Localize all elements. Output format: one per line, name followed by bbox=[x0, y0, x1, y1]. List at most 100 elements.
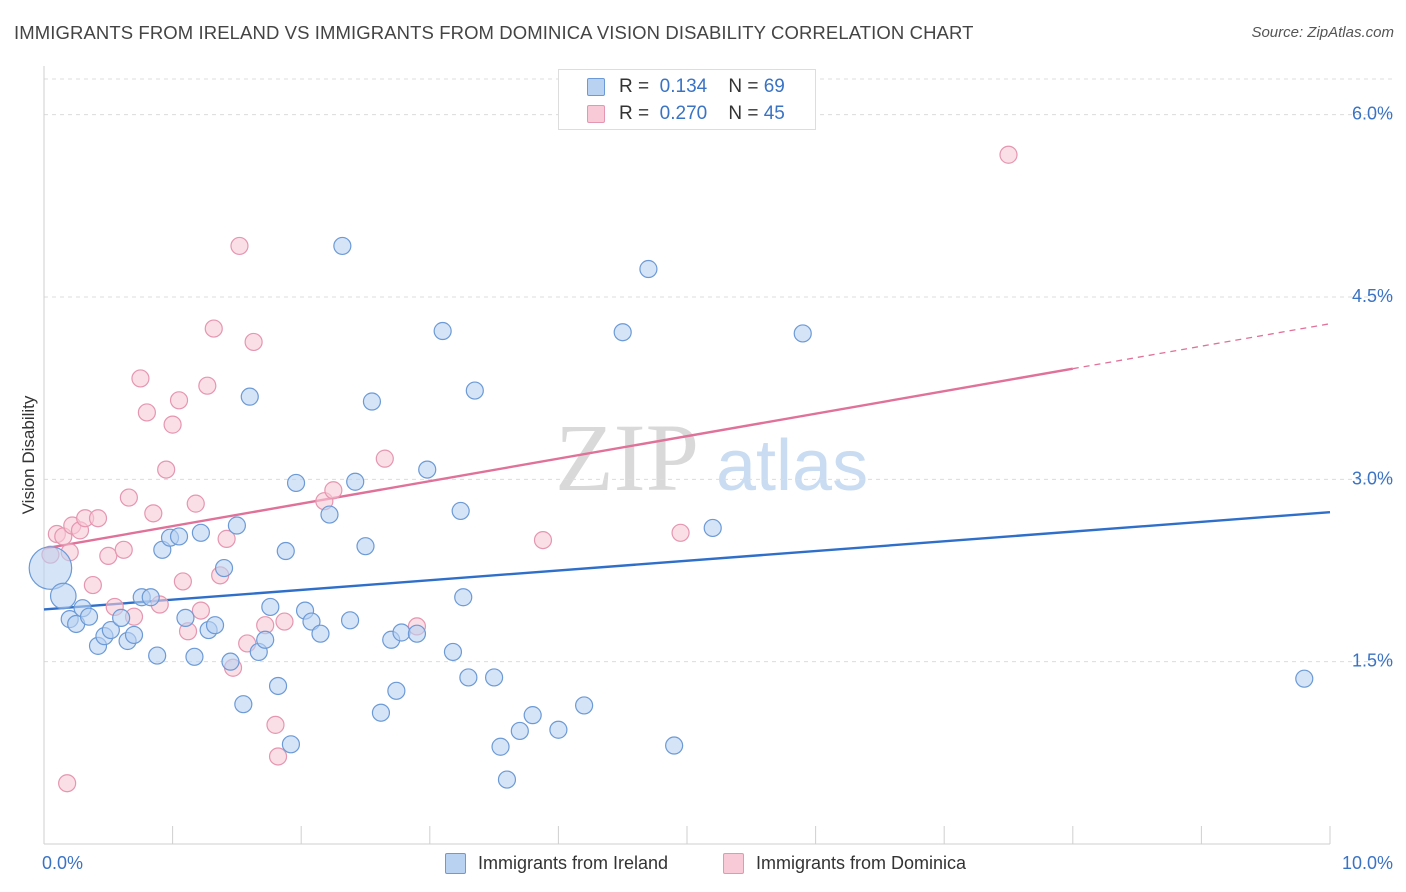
point-dominica bbox=[198, 376, 217, 395]
point-ireland bbox=[101, 620, 120, 640]
y-tick-label: 4.5% bbox=[1352, 286, 1393, 306]
trendline-dominica bbox=[43, 367, 1074, 550]
point-dominica bbox=[99, 546, 118, 565]
point-ireland bbox=[459, 668, 478, 687]
point-ireland bbox=[302, 612, 321, 631]
y-tick-label: 3.0% bbox=[1352, 468, 1393, 488]
legend-swatch-dominica bbox=[723, 853, 744, 874]
watermark-zip: ZIP bbox=[555, 404, 699, 511]
point-dominica bbox=[671, 523, 690, 542]
r-value-dominica: 0.270 bbox=[659, 103, 708, 124]
y-axis-label: Vision Disability bbox=[19, 395, 38, 514]
n-label: N = bbox=[728, 103, 759, 124]
point-ireland bbox=[234, 695, 253, 714]
n-label: N = bbox=[728, 76, 759, 97]
point-dominica bbox=[88, 509, 108, 528]
trend-lines bbox=[43, 323, 1331, 611]
n-value-ireland: 69 bbox=[763, 76, 785, 97]
chart-title: IMMIGRANTS FROM IRELAND VS IMMIGRANTS FR… bbox=[14, 22, 974, 43]
point-ireland bbox=[205, 616, 225, 635]
point-dominica bbox=[275, 612, 294, 631]
point-ireland bbox=[256, 630, 275, 649]
point-ireland bbox=[392, 623, 411, 642]
point-ireland bbox=[214, 558, 234, 578]
point-ireland bbox=[371, 703, 391, 722]
point-dominica bbox=[114, 540, 133, 559]
n-value-dominica: 45 bbox=[763, 103, 785, 124]
point-ireland bbox=[261, 597, 280, 617]
legend-swatch-dominica bbox=[587, 105, 605, 123]
trendline-dominica-extension bbox=[1072, 323, 1331, 370]
point-dominica bbox=[131, 369, 150, 388]
point-dominica bbox=[186, 494, 205, 513]
point-ireland bbox=[185, 647, 204, 666]
point-ireland bbox=[703, 518, 722, 538]
point-ireland bbox=[191, 523, 210, 542]
point-ireland bbox=[639, 259, 658, 279]
point-ireland bbox=[451, 501, 470, 521]
point-ireland bbox=[387, 681, 406, 700]
point-ireland bbox=[485, 668, 504, 687]
point-ireland bbox=[240, 387, 259, 406]
point-ireland bbox=[362, 392, 382, 411]
legend-label-dominica: Immigrants from Dominica bbox=[756, 853, 967, 873]
point-ireland bbox=[276, 541, 295, 561]
point-ireland bbox=[281, 735, 301, 754]
r-label: R = bbox=[619, 103, 650, 124]
point-ireland bbox=[523, 706, 542, 725]
point-ireland bbox=[346, 472, 365, 491]
chart-source: Source: ZipAtlas.com bbox=[1251, 24, 1394, 41]
point-dominica bbox=[157, 460, 176, 479]
point-dominica bbox=[999, 145, 1018, 164]
point-ireland bbox=[333, 236, 352, 256]
point-ireland bbox=[124, 625, 144, 645]
legend-swatch-ireland bbox=[445, 853, 466, 874]
point-ireland bbox=[169, 527, 189, 546]
trendline-ireland bbox=[43, 510, 1331, 611]
point-dominica bbox=[163, 415, 182, 434]
point-ireland bbox=[465, 381, 484, 400]
point-ireland bbox=[407, 624, 427, 643]
x-tick-label-max: 10.0% bbox=[1342, 853, 1393, 873]
point-dominica bbox=[119, 488, 138, 507]
point-ireland bbox=[49, 582, 77, 610]
watermark-atlas: atlas bbox=[716, 426, 868, 506]
point-ireland bbox=[28, 546, 73, 590]
point-ireland bbox=[286, 473, 306, 493]
point-dominica bbox=[204, 319, 223, 338]
point-dominica bbox=[230, 236, 249, 256]
point-ireland bbox=[79, 607, 99, 626]
point-ireland bbox=[418, 460, 437, 479]
r-value-ireland: 0.134 bbox=[659, 76, 708, 97]
point-ireland bbox=[311, 624, 330, 643]
point-ireland bbox=[221, 652, 240, 671]
point-ireland bbox=[549, 720, 568, 739]
point-dominica bbox=[217, 529, 236, 548]
point-ireland bbox=[340, 611, 360, 630]
point-dominica bbox=[169, 391, 189, 410]
point-ireland bbox=[454, 588, 473, 607]
point-ireland bbox=[176, 608, 195, 627]
point-ireland bbox=[510, 721, 529, 741]
legend-label-ireland: Immigrants from Ireland bbox=[478, 853, 669, 873]
x-tick-label-min: 0.0% bbox=[42, 853, 83, 873]
axes bbox=[43, 66, 1331, 845]
point-dominica bbox=[324, 481, 343, 500]
point-ireland bbox=[320, 505, 339, 524]
r-label: R = bbox=[619, 76, 650, 97]
correlation-legend: R = 0.134 N = 69 R = 0.270 N = 45 bbox=[558, 69, 816, 130]
point-ireland bbox=[268, 676, 288, 696]
point-ireland bbox=[497, 770, 517, 789]
y-tick-label: 6.0% bbox=[1352, 104, 1393, 124]
point-dominica bbox=[266, 715, 285, 734]
point-dominica bbox=[83, 575, 102, 595]
point-ireland bbox=[356, 537, 375, 556]
point-ireland bbox=[665, 736, 684, 755]
point-dominica bbox=[244, 332, 263, 352]
point-dominica bbox=[191, 601, 210, 620]
legend-swatch-ireland bbox=[587, 78, 605, 96]
point-ireland bbox=[148, 646, 167, 665]
point-dominica bbox=[268, 747, 288, 766]
point-dominica bbox=[533, 530, 553, 550]
